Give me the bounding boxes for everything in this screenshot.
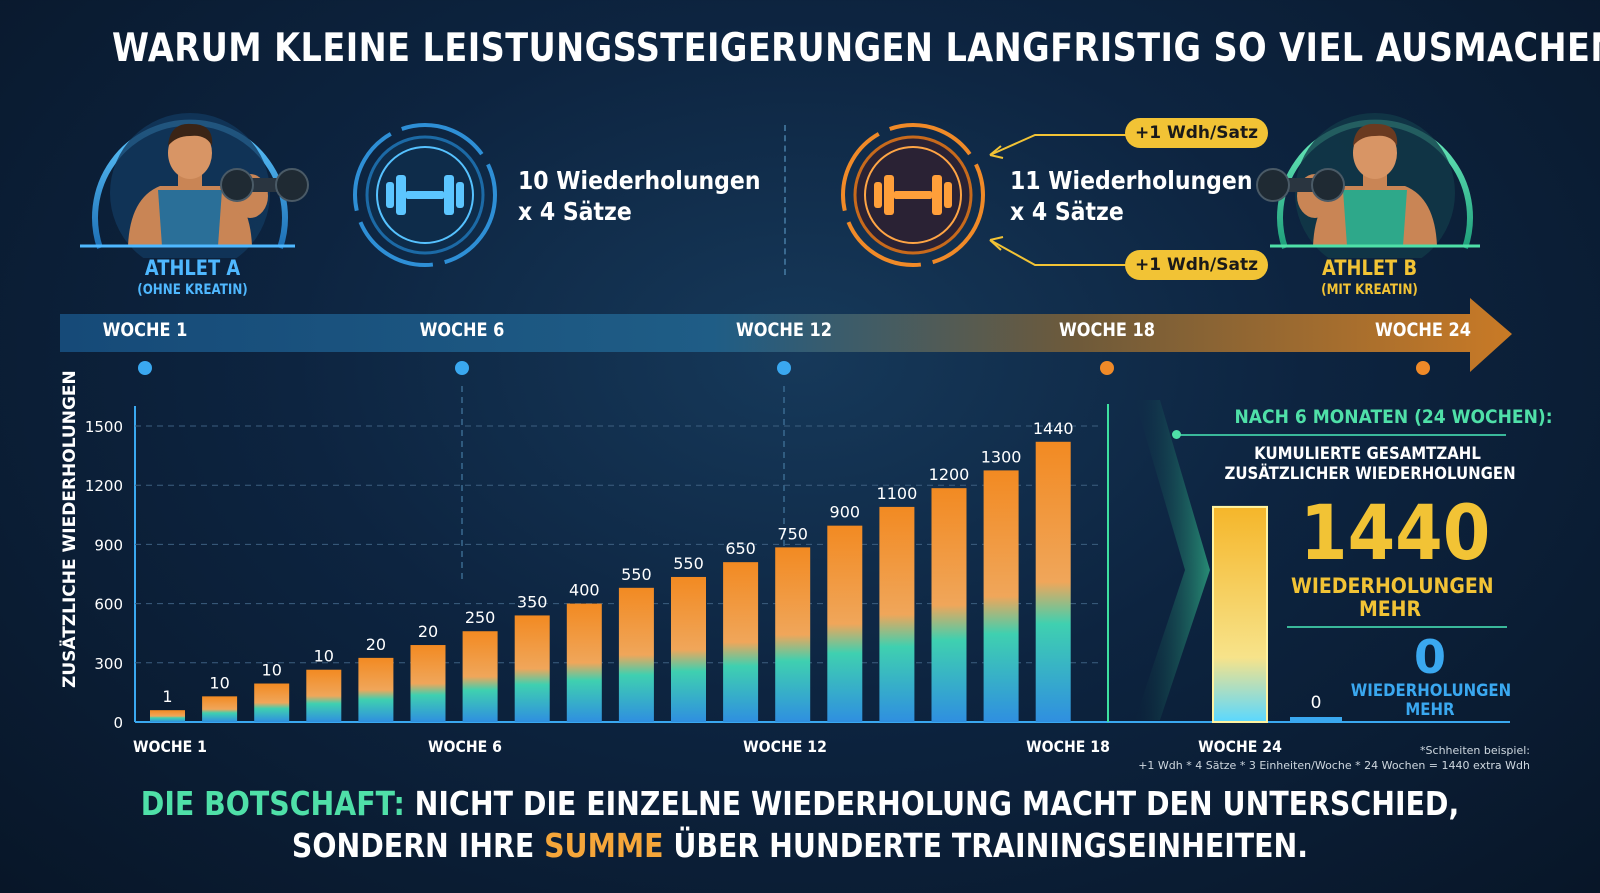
- final-bar-athlete-a: [1290, 717, 1342, 722]
- footnote-line1: *Schheiten beispiel:: [1420, 744, 1530, 757]
- athlete-b-reps-line1: 11 Wiederholungen: [1010, 166, 1253, 195]
- bar: [671, 576, 706, 722]
- panel-big-unit-line2: MEHR: [1358, 597, 1422, 621]
- bar: [879, 506, 915, 722]
- bar-value-label: 900: [830, 503, 861, 522]
- panel-heading: NACH 6 MONATEN (24 WOCHEN):: [1234, 406, 1553, 428]
- bar-value-label: 650: [725, 539, 756, 558]
- athlete-a-reps-line2: x 4 Sätze: [518, 197, 632, 226]
- bar-value-label: 1200: [929, 465, 970, 484]
- bar-value-label: 550: [673, 554, 704, 573]
- message-prefix: DIE BOTSCHAFT:: [140, 784, 405, 823]
- badge-bottom: +1 Wdh/Satz: [1125, 250, 1268, 280]
- bar-value-label: 10: [314, 647, 334, 666]
- timeline-week-18: WOCHE 18: [1058, 319, 1156, 341]
- x-tick-week-18: WOCHE 18: [1026, 737, 1110, 756]
- y-tick-label: 900: [94, 536, 123, 554]
- bar-value-label: 1440: [1033, 419, 1074, 438]
- x-tick-week-12: WOCHE 12: [743, 737, 827, 756]
- message-line1: DIE BOTSCHAFT: NICHT DIE EINZELNE WIEDER…: [112, 784, 1488, 823]
- bar: [254, 683, 290, 722]
- bar: [462, 631, 498, 722]
- bar-value-label: 1: [162, 687, 172, 706]
- bar-value-label: 350: [517, 592, 548, 611]
- panel-subheading-line2: ZUSÄTZLICHER WIEDERHOLUNGEN: [1224, 464, 1516, 484]
- final-bar-athlete-b: [1212, 505, 1268, 724]
- bar: [775, 547, 811, 722]
- athlete-a-illustration: [80, 113, 309, 258]
- y-tick-label: 1200: [85, 477, 123, 495]
- message-line2-a: SONDERN IHRE: [291, 826, 545, 865]
- bar: [410, 645, 446, 722]
- panel-divider: [1287, 626, 1507, 628]
- bar-value-label: 1300: [981, 447, 1022, 466]
- dumbbell-ring-b-icon: [841, 123, 985, 267]
- bar: [1035, 441, 1071, 722]
- panel-big-value: 1440: [1300, 488, 1491, 577]
- panel-zero-unit-line1: WIEDERHOLUNGEN: [1350, 681, 1512, 701]
- bar-value-label: 750: [777, 524, 808, 543]
- timeline-week-1: WOCHE 1: [102, 319, 188, 341]
- panel-zero-value: 0: [1413, 630, 1446, 684]
- athlete-a-name: ATHLET A: [144, 256, 241, 280]
- y-axis-label: ZUSÄTZLICHE WIEDERHOLUNGEN: [60, 370, 80, 688]
- x-tick-week-6: WOCHE 6: [428, 737, 502, 756]
- y-tick-label: 1500: [85, 418, 123, 436]
- bar: [358, 657, 394, 722]
- dumbbell-ring-a-icon: [353, 123, 497, 267]
- page-title: WARUM KLEINE LEISTUNGSSTEIGERUNGEN LANGF…: [112, 26, 1600, 71]
- bar: [983, 470, 1019, 722]
- bar-value-label: 550: [621, 565, 652, 584]
- bar: [566, 603, 602, 722]
- message-line2-b: ÜBER HUNDERTE TRAININGSEINHEITEN.: [663, 826, 1309, 865]
- message-line2: SONDERN IHRE SUMME ÜBER HUNDERTE TRAININ…: [112, 826, 1488, 865]
- bar: [150, 710, 185, 722]
- bar: [723, 562, 759, 722]
- bar: [827, 525, 863, 722]
- center-divider: [784, 125, 786, 275]
- panel-subheading-line1: KUMULIERTE GESAMTZAHL: [1254, 444, 1481, 464]
- bar-value-label: 20: [366, 635, 386, 654]
- panel-heading-dot: [1172, 430, 1181, 439]
- bar: [618, 587, 654, 722]
- badge-arrows: [989, 134, 1130, 266]
- y-tick-label: 0: [113, 714, 123, 732]
- x-tick-week-24: WOCHE 24: [1198, 737, 1282, 756]
- timeline-week-12: WOCHE 12: [735, 319, 833, 341]
- panel-big-unit-line1: WIEDERHOLUNGEN: [1291, 574, 1494, 598]
- athlete-a-subtitle: (OHNE KREATIN): [137, 282, 248, 298]
- footnote-line2: +1 Wdh * 4 Sätze * 3 Einheiten/Woche * 2…: [1138, 759, 1530, 772]
- athlete-b-subtitle: (MIT KREATIN): [1321, 282, 1418, 298]
- athlete-a-reps-line1: 10 Wiederholungen: [518, 166, 761, 195]
- chevron-arrow-icon: [1135, 400, 1210, 720]
- timeline-week-24: WOCHE 24: [1374, 319, 1472, 341]
- bar-value-label: 400: [569, 581, 600, 600]
- timeline-week-6: WOCHE 6: [419, 319, 505, 341]
- x-tick-week-1: WOCHE 1: [133, 737, 207, 756]
- bar-value-label: 1100: [877, 484, 918, 503]
- panel-heading-rule: [1176, 434, 1506, 436]
- athlete-b-name: ATHLET B: [1321, 256, 1418, 280]
- bar: [514, 615, 550, 722]
- athlete-b-illustration: [1256, 113, 1480, 258]
- bar-value-label: 10: [262, 661, 282, 680]
- message-line1-rest: NICHT DIE EINZELNE WIEDERHOLUNG MACHT DE…: [404, 784, 1460, 823]
- bar: [306, 669, 342, 722]
- panel-zero-unit-line2: MEHR: [1405, 700, 1455, 720]
- bar-chart: 0 300 600 900 1200 1500 1 10 10 10 20 20 250 350 400 5…: [85, 386, 1510, 732]
- badge-top: +1 Wdh/Satz: [1125, 118, 1268, 148]
- bar: [202, 696, 238, 722]
- y-tick-label: 600: [94, 596, 123, 614]
- athlete-b-reps-line2: x 4 Sätze: [1010, 197, 1124, 226]
- final-bar-value-label: 0: [1311, 693, 1322, 713]
- bar-value-label: 250: [465, 608, 496, 627]
- message-highlight: SUMME: [544, 826, 664, 865]
- bar-value-label: 20: [418, 622, 438, 641]
- y-tick-label: 300: [94, 655, 123, 673]
- timeline-band: [60, 298, 1512, 375]
- bar: [931, 488, 967, 722]
- bar-value-label: 10: [209, 673, 229, 692]
